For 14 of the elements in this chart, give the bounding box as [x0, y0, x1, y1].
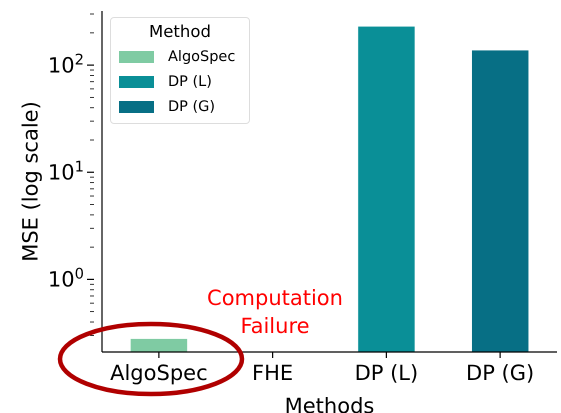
legend-label: AlgoSpec — [168, 48, 236, 64]
annotation: Computation Failure — [206, 285, 344, 340]
x-axis-title: Methods — [284, 394, 374, 413]
y-tick-label: 10$^{1}$ — [48, 158, 84, 185]
legend-label: DP (G) — [168, 98, 216, 114]
legend-label: DP (L) — [168, 74, 212, 90]
x-tick-label: DP (G) — [466, 361, 534, 385]
y-tick-label: 10$^{0}$ — [48, 265, 84, 292]
legend-title: Method — [148, 22, 212, 41]
x-tick-label: AlgoSpec — [110, 361, 208, 385]
x-tick-label: FHE — [252, 361, 294, 385]
y-tick-label: 10$^{2}$ — [48, 50, 84, 78]
y-axis-title: MSE (log scale) — [18, 101, 42, 262]
x-tick-label: DP (L) — [354, 361, 418, 385]
